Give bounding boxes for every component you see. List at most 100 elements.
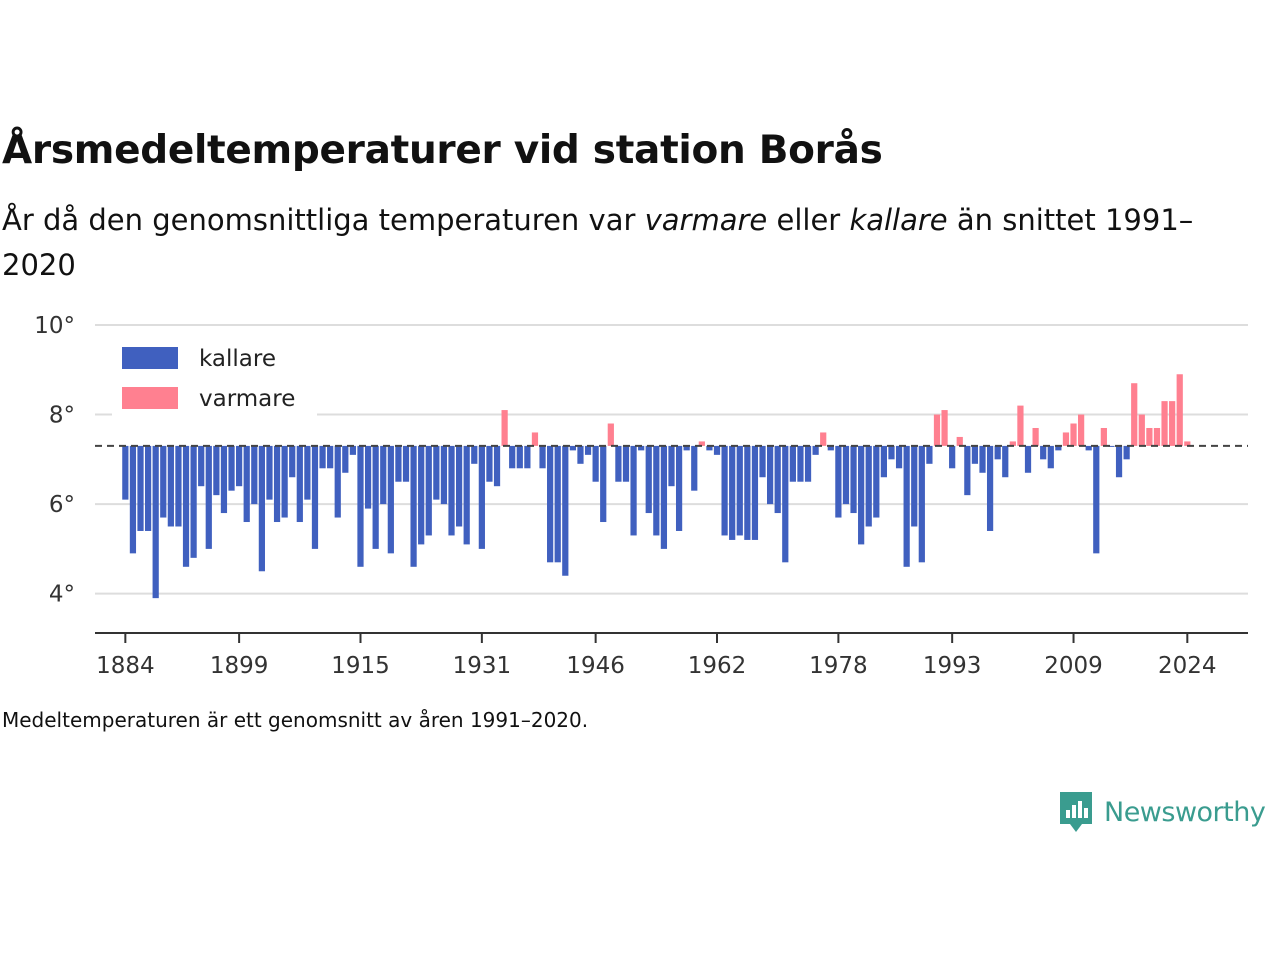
bar-kallare <box>979 445 986 473</box>
bar-kallare <box>683 445 690 451</box>
bars <box>122 374 1191 599</box>
bar-varmare <box>1070 423 1077 446</box>
bar-kallare <box>964 445 971 496</box>
bar-kallare <box>638 445 645 451</box>
x-tick-label: 1993 <box>923 653 982 679</box>
bar-kallare <box>782 445 789 563</box>
bar-kallare <box>137 445 144 531</box>
bar-kallare <box>524 445 531 469</box>
brand-logo: Newsworthy <box>1058 790 1266 834</box>
bar-kallare <box>486 445 493 482</box>
y-tick-label: 8° <box>49 403 75 429</box>
chart-title: Årsmedeltemperaturer vid station Borås <box>2 128 883 173</box>
bar-kallare <box>493 445 501 487</box>
bar-kallare <box>584 445 592 455</box>
bar-kallare <box>615 445 622 482</box>
bar-kallare <box>509 445 516 469</box>
bar-varmare <box>607 423 614 446</box>
bar-kallare <box>918 445 925 563</box>
bar-kallare <box>1047 445 1054 469</box>
bar-kallare <box>1115 445 1123 478</box>
bar-kallare <box>198 445 205 487</box>
bar-kallare <box>380 445 387 505</box>
bar-kallare <box>858 445 865 545</box>
bar-kallare <box>152 445 159 599</box>
bar-kallare <box>1085 445 1092 451</box>
bar-kallare <box>1024 445 1032 473</box>
bar-varmare <box>1184 441 1191 446</box>
bar-varmare <box>941 410 948 446</box>
bar-kallare <box>759 445 766 478</box>
bar-kallare <box>736 445 743 536</box>
bar-kallare <box>668 445 675 487</box>
bar-kallare <box>342 445 349 473</box>
bar-kallare <box>653 445 660 536</box>
bar-kallare <box>569 445 576 451</box>
bar-kallare <box>539 445 546 469</box>
bar-kallare <box>1002 445 1009 478</box>
bar-varmare <box>820 432 827 446</box>
bar-kallare <box>994 445 1001 460</box>
bar-kallare <box>622 445 630 482</box>
bar-kallare <box>986 445 994 531</box>
bar-kallare <box>949 445 956 469</box>
x-tick-label: 1931 <box>453 653 512 679</box>
bar-varmare <box>1032 427 1039 446</box>
bar-kallare <box>812 445 819 455</box>
bar-kallare <box>873 445 880 518</box>
bar-kallare <box>395 445 402 482</box>
bar-varmare <box>1009 441 1016 446</box>
bar-kallare <box>440 445 448 505</box>
bar-kallare <box>691 445 698 491</box>
bar-kallare <box>349 445 357 455</box>
y-tick-label: 6° <box>49 492 75 518</box>
bar-kallare <box>706 445 713 451</box>
footnote: Medeltemperaturen är ett genomsnitt av å… <box>2 708 589 732</box>
legend-label-varmare: varmare <box>199 386 295 412</box>
chart-subtitle: År då den genomsnittliga temperaturen va… <box>2 198 1262 288</box>
bar-kallare <box>236 445 243 487</box>
y-tick-label: 10° <box>34 313 75 339</box>
bar-kallare <box>160 445 167 518</box>
x-axis-ticks: 1884 1899 1915 1931 1946 1962 1978 1993 2009 2024 <box>96 633 1217 679</box>
bar-kallare <box>630 445 637 536</box>
bar-kallare <box>478 445 485 549</box>
bar-kallare <box>774 445 781 514</box>
temperature-bar-chart: 4° 6° 8° 10° 1884 1899 1915 1931 1946 1962 1978 19… <box>34 313 1248 679</box>
bar-kallare <box>182 445 190 567</box>
bar-kallare <box>334 445 341 518</box>
bar-kallare <box>418 445 425 545</box>
subtitle-text-1: År då den genomsnittliga temperaturen va… <box>2 203 645 237</box>
bar-varmare <box>1078 414 1085 446</box>
bar-varmare <box>1169 401 1176 446</box>
bar-varmare <box>1176 374 1183 446</box>
bar-kallare <box>827 445 834 451</box>
bar-kallare <box>895 445 903 469</box>
bar-kallare <box>1123 445 1130 460</box>
bar-varmare <box>1138 414 1145 446</box>
bar-kallare <box>266 445 273 500</box>
bar-varmare <box>1153 427 1161 446</box>
x-tick-label: 1884 <box>96 653 155 679</box>
bar-kallare <box>675 445 683 531</box>
bar-kallare <box>516 445 523 469</box>
bar-kallare <box>144 445 152 531</box>
bar-kallare <box>554 445 561 563</box>
x-tick-label: 2024 <box>1158 653 1217 679</box>
bar-kallare <box>713 445 721 455</box>
gridlines <box>95 324 1248 595</box>
bar-kallare <box>660 445 668 549</box>
bar-kallare <box>1040 445 1047 460</box>
bar-varmare <box>1161 401 1168 446</box>
bar-kallare <box>433 445 440 500</box>
bar-varmare <box>531 432 539 446</box>
bar-kallare <box>903 445 910 567</box>
x-tick-label: 1899 <box>210 653 269 679</box>
bar-kallare <box>319 445 326 469</box>
bar-kallare <box>410 445 417 567</box>
bar-varmare <box>1062 432 1070 446</box>
bar-kallare <box>850 445 857 514</box>
bar-kallare <box>1055 445 1062 451</box>
bar-kallare <box>645 445 652 514</box>
newsworthy-logo-icon <box>1060 792 1092 832</box>
